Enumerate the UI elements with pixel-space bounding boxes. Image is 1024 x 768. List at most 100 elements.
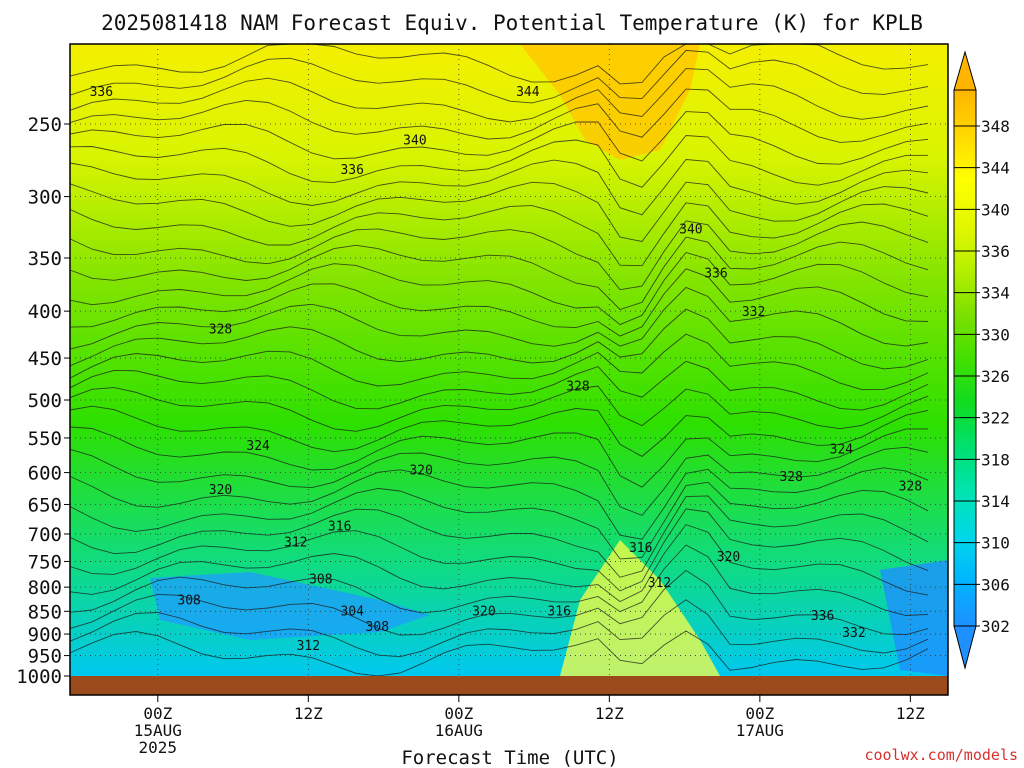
x-axis: 00Z15AUG202512Z00Z16AUG12Z00Z17AUG12Z00Z… xyxy=(134,695,925,757)
chart-title: 2025081418 NAM Forecast Equiv. Potential… xyxy=(101,11,923,35)
y-tick-label: 400 xyxy=(28,301,62,323)
contour-line xyxy=(69,202,929,267)
y-tick-label: 600 xyxy=(28,463,62,485)
colorbar-label: 302 xyxy=(981,617,1010,636)
contour-line xyxy=(69,49,929,104)
colorbar-label: 344 xyxy=(981,159,1010,178)
contour-line xyxy=(69,630,929,677)
colorbar-label: 306 xyxy=(981,575,1010,594)
y-tick-label: 300 xyxy=(28,187,62,209)
colorbar-label: 348 xyxy=(981,117,1010,136)
contour-line xyxy=(69,446,929,516)
contour-line xyxy=(69,426,928,488)
colorbar-bottom-arrow xyxy=(953,625,977,670)
y-tick-label: 900 xyxy=(28,624,62,646)
y-tick-label: 650 xyxy=(28,494,62,516)
contour-label: 336 xyxy=(811,609,834,624)
contour-label: 328 xyxy=(899,480,922,495)
contour-label: 328 xyxy=(779,470,802,485)
contour-label: 312 xyxy=(648,576,671,591)
contour-line xyxy=(69,524,929,603)
colorbar-label: 322 xyxy=(981,409,1010,428)
contour-label: 304 xyxy=(340,604,364,619)
contour-label: 308 xyxy=(366,620,389,635)
y-tick-label: 800 xyxy=(28,577,62,599)
y-tick-label: 750 xyxy=(28,551,62,573)
ground-surface xyxy=(70,676,948,695)
x-tick-label: 12Z xyxy=(896,704,925,723)
contour-label: 324 xyxy=(246,439,270,454)
y-tick-label: 850 xyxy=(28,601,62,623)
contour-label: 320 xyxy=(717,550,740,565)
contour-line xyxy=(69,508,929,592)
x-tick-label: 16AUG xyxy=(435,721,483,740)
colorbar-label: 340 xyxy=(981,200,1010,219)
y-tick-label: 550 xyxy=(28,428,62,450)
contour-label: 312 xyxy=(284,535,307,550)
contour-line xyxy=(69,495,929,578)
contour-line xyxy=(69,181,929,242)
colorbar-label: 336 xyxy=(981,242,1010,261)
contour-label: 324 xyxy=(830,443,854,458)
contour-label: 320 xyxy=(409,463,432,478)
contour-line xyxy=(69,333,929,391)
x-tick-label: 12Z xyxy=(595,704,624,723)
colorbar-body xyxy=(953,89,977,627)
contour-label: 340 xyxy=(679,222,702,237)
cold-pool-east xyxy=(880,560,948,676)
colorbar-label: 310 xyxy=(981,534,1010,553)
contour-line xyxy=(69,405,929,457)
contour-line xyxy=(69,268,929,337)
contour-line xyxy=(69,220,929,291)
contour-label: 336 xyxy=(340,163,363,178)
contour-label: 308 xyxy=(309,573,332,588)
contour-line xyxy=(69,481,929,560)
contour-line xyxy=(69,544,929,616)
contour-line xyxy=(69,159,929,216)
credit-text: coolwx.com/models xyxy=(864,746,1018,764)
colorbar-label: 326 xyxy=(981,367,1010,386)
y-tick-label: 700 xyxy=(28,524,62,546)
contour-line xyxy=(69,308,929,370)
contour-label: 328 xyxy=(566,379,589,394)
x-tick-label: 17AUG xyxy=(736,721,784,740)
y-tick-label: 350 xyxy=(28,248,62,270)
contour-label: 340 xyxy=(403,134,426,149)
contour-label: 328 xyxy=(209,323,232,338)
contour-label: 336 xyxy=(90,85,113,100)
colorbar-label: 314 xyxy=(981,492,1010,511)
contour-label: 320 xyxy=(472,604,495,619)
y-tick-label: 950 xyxy=(28,646,62,668)
contour-label: 312 xyxy=(297,639,320,654)
contour-label: 344 xyxy=(516,85,540,100)
contour-label: 316 xyxy=(328,519,351,534)
contour-line xyxy=(69,88,929,143)
x-tick-label: 00Z xyxy=(745,704,774,723)
y-tick-label: 500 xyxy=(28,390,62,412)
x-tick-label: 12Z xyxy=(294,704,323,723)
colorbar: 302 306 310 314 318 322 326 330 334 336 340 344 348 xyxy=(953,50,1010,670)
contour-label: 316 xyxy=(547,604,570,619)
contour-label: 332 xyxy=(842,626,865,641)
y-tick-label: 1000 xyxy=(16,666,62,688)
contour-line xyxy=(69,467,929,540)
x-tick-label: 00Z xyxy=(143,704,172,723)
contour-line xyxy=(69,236,929,311)
contour-labels: 336 344 340 336 340 336 332 328 328 324 324 320 328 3… xyxy=(90,85,922,654)
x-tick-label: 2025 xyxy=(139,738,178,757)
plot-area: 336 344 340 336 340 336 332 328 328 324 324 320 328 3… xyxy=(69,43,949,696)
x-axis-title: Forecast Time (UTC) xyxy=(401,747,618,768)
colorbar-label: 334 xyxy=(981,284,1010,303)
plot-frame xyxy=(69,43,949,696)
contour-line xyxy=(69,599,929,658)
y-tick-label: 450 xyxy=(28,348,62,370)
contour-label: 320 xyxy=(209,483,232,498)
grid-lines xyxy=(70,44,948,676)
contour-lines xyxy=(69,43,929,677)
contour-line xyxy=(69,68,929,123)
lower-warm-region xyxy=(560,540,720,676)
contour-label: 316 xyxy=(629,541,652,556)
colorbar-label: 330 xyxy=(981,325,1010,344)
contour-line xyxy=(69,135,929,188)
